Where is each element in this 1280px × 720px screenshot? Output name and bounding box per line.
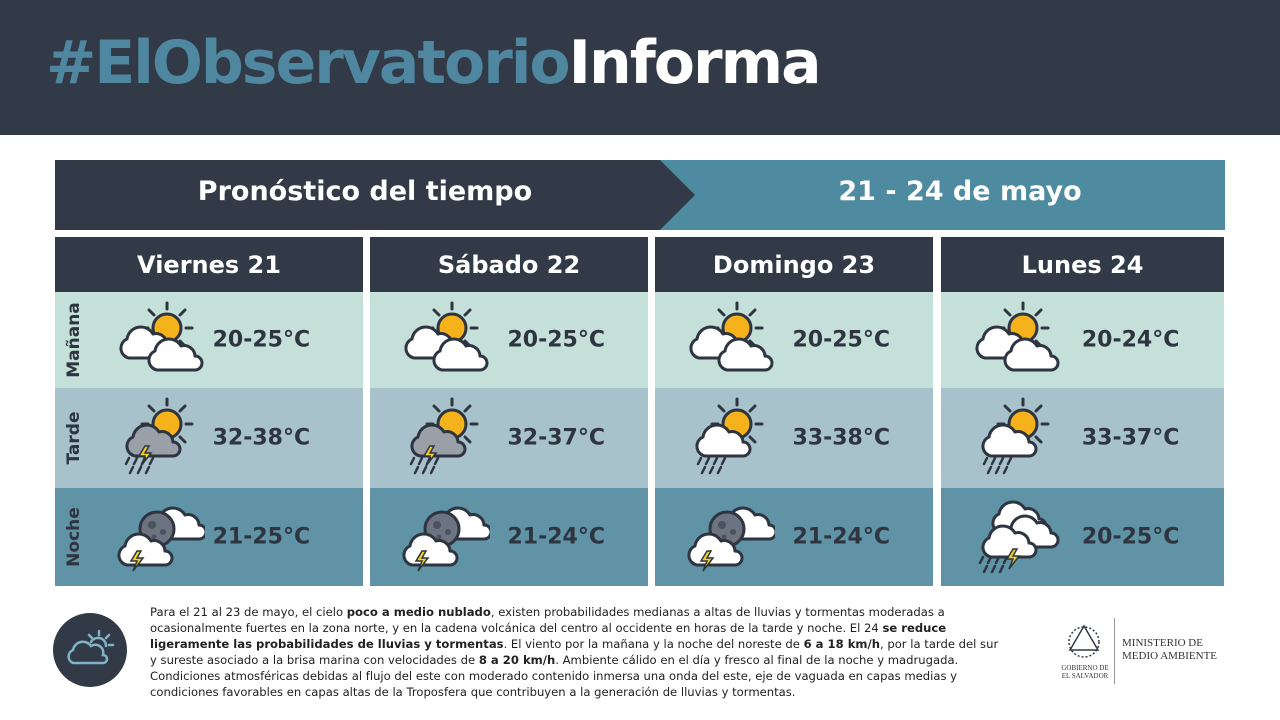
weather-icon — [971, 495, 1061, 575]
forecast-cell: 21-24°C — [370, 488, 648, 586]
period-label: Tarde — [64, 411, 84, 465]
forecast-cell: 32-37°C — [370, 388, 648, 488]
weather-icon — [115, 396, 205, 476]
logo-line: MINISTERIO DE — [1122, 637, 1203, 649]
period-label: Noche — [64, 507, 84, 567]
weather-icon — [971, 298, 1061, 378]
weather-icon — [400, 495, 490, 575]
logo-government: GOBIERNO DE EL SALVADOR — [1050, 664, 1120, 680]
weather-icon — [685, 396, 775, 476]
title: #ElObservatorioInforma — [46, 28, 822, 98]
temperature: 21-24°C — [507, 524, 606, 550]
description-text: 6 a 18 km/h — [803, 637, 880, 651]
period-label: Mañana — [64, 302, 84, 378]
weather-icon — [971, 396, 1061, 476]
forecast-cell: 33-38°C — [655, 388, 933, 488]
logo-line: EL SALVADOR — [1061, 672, 1109, 680]
footer-icon — [53, 613, 127, 687]
temperature: 20-25°C — [792, 327, 891, 353]
description-text: Para el 21 al 23 de mayo, el cielo — [150, 605, 347, 619]
description: Para el 21 al 23 de mayo, el cielo poco … — [150, 604, 1000, 700]
forecast-cell: 21-25°C Noche — [55, 488, 363, 586]
temperature: 20-25°C — [212, 327, 311, 353]
logo-emblem — [1068, 624, 1100, 658]
temperature: 33-38°C — [792, 425, 891, 451]
forecast-cell: 20-25°C — [655, 292, 933, 388]
description-text: , existen probabilidades medianas a alta… — [150, 605, 945, 635]
forecast-cell: 20-24°C — [941, 292, 1224, 388]
day-header: Lunes 24 — [941, 237, 1224, 292]
banner-left — [55, 160, 695, 230]
temperature: 21-24°C — [792, 524, 891, 550]
description-text: . Ambiente cálido en el día y fresco al … — [150, 653, 959, 699]
temperature: 21-25°C — [212, 524, 311, 550]
temperature: 20-25°C — [507, 327, 606, 353]
day-header: Domingo 23 — [655, 237, 933, 292]
title-part: #ElObservatorio — [46, 28, 571, 98]
banner-right — [655, 160, 1225, 230]
forecast-cell: 21-24°C — [655, 488, 933, 586]
description-text: 8 a 20 km/h — [478, 653, 556, 667]
weather-icon — [115, 495, 205, 575]
temperature: 20-24°C — [1081, 327, 1180, 353]
day-header: Viernes 21 — [55, 237, 363, 292]
logo-ministry: MINISTERIO DE MEDIO AMBIENTE — [1122, 637, 1217, 663]
logo-line: GOBIERNO DE — [1061, 664, 1109, 672]
forecast-cell: 20-25°C — [941, 488, 1224, 586]
temperature: 20-25°C — [1081, 524, 1180, 550]
description-text: poco a medio nublado — [346, 605, 491, 619]
weather-icon — [685, 298, 775, 378]
forecast-cell: 20-25°C Mañana — [55, 292, 363, 388]
temperature: 32-37°C — [507, 425, 606, 451]
weather-icon — [685, 495, 775, 575]
weather-icon — [400, 298, 490, 378]
banner-title: Pronóstico del tiempo — [197, 176, 533, 207]
weather-icon — [115, 298, 205, 378]
temperature: 32-38°C — [212, 425, 311, 451]
logo-line: MEDIO AMBIENTE — [1122, 650, 1218, 662]
temperature: 33-37°C — [1081, 425, 1180, 451]
description-text: , por la tarde del sur y sureste asociad… — [150, 637, 999, 667]
forecast-cell: 32-38°C Tarde — [55, 388, 363, 488]
weather-icon — [400, 396, 490, 476]
forecast-cell: 33-37°C — [941, 388, 1224, 488]
title-part: Informa — [568, 28, 822, 98]
description-text: se reduce ligeramente las probabilidades… — [150, 621, 947, 651]
description-text: . El viento por la mañana y la noche del… — [503, 637, 804, 651]
banner-dates: 21 - 24 de mayo — [838, 176, 1082, 207]
header-bar — [0, 0, 1280, 135]
logo-divider — [1114, 618, 1115, 684]
day-header: Sábado 22 — [370, 237, 648, 292]
forecast-cell: 20-25°C — [370, 292, 648, 388]
banner — [55, 160, 1225, 230]
